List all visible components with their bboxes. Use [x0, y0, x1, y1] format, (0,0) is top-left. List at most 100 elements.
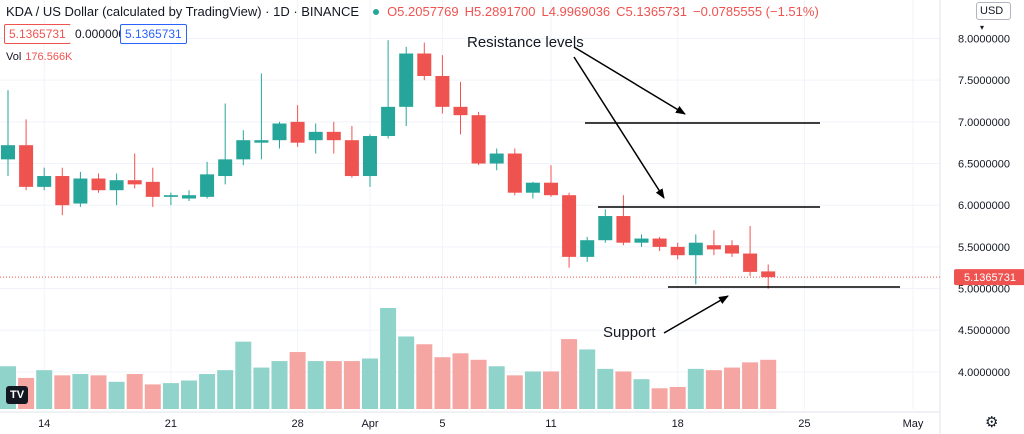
y-tick-label: 6.5000000: [958, 159, 1010, 171]
tradingview-logo-icon[interactable]: TV: [6, 386, 28, 404]
candle-body: [363, 136, 377, 177]
chevron-down-icon: ▾: [980, 23, 985, 32]
volume-legend: Vol 176.566K: [6, 51, 72, 63]
candle-body: [634, 238, 649, 243]
buy-price-box[interactable]: 5.1365731: [120, 24, 187, 44]
x-tick-label: Apr: [361, 418, 378, 430]
candle-body: [688, 242, 703, 256]
volume-bar: [126, 374, 143, 409]
candle-body: [1, 145, 15, 160]
candlesticks: [1, 40, 776, 289]
candle-body: [670, 246, 685, 256]
y-tick-label: 4.0000000: [958, 367, 1010, 379]
candle-body: [525, 182, 540, 193]
volume-bar: [615, 371, 632, 409]
volume-bar: [36, 370, 53, 409]
volume-bar: [271, 361, 288, 409]
volume-bar: [579, 349, 596, 409]
volume-bar: [199, 374, 216, 409]
candle-body: [109, 180, 124, 191]
x-tick-label: 21: [165, 418, 177, 430]
x-tick-label: 14: [38, 418, 50, 430]
volume-bar: [181, 380, 197, 409]
y-tick-label: 7.5000000: [958, 75, 1010, 87]
candle-body: [19, 145, 34, 187]
volume-bar: [253, 367, 270, 409]
volume-bar: [217, 370, 234, 409]
support-arrow: [663, 295, 729, 334]
candle-body: [344, 140, 359, 177]
y-tick-label: 6.0000000: [958, 200, 1010, 212]
volume-bar: [742, 362, 759, 409]
candle-body: [381, 106, 396, 137]
candle-body: [163, 195, 178, 197]
volume-bar: [724, 367, 740, 409]
resistance-arrow-upper: [573, 46, 686, 115]
volume-bar: [506, 375, 523, 409]
candle-body: [127, 180, 142, 185]
x-tick-label: May: [903, 418, 924, 430]
candle-body: [471, 115, 486, 164]
sell-price-box[interactable]: 5.1365731: [4, 24, 71, 44]
volume-bar: [760, 359, 777, 409]
volume-bar: [434, 357, 451, 409]
candle-body: [562, 195, 577, 257]
candle-body: [598, 216, 613, 241]
volume-bar: [669, 386, 686, 409]
candle-body: [254, 140, 269, 143]
candle-body: [489, 153, 504, 164]
volume-bar: [524, 371, 541, 409]
volume-bar: [398, 336, 415, 409]
candle-body: [37, 176, 52, 187]
x-tick-label: 25: [798, 418, 810, 430]
volume-bar: [452, 353, 469, 409]
volume-bar: [325, 361, 342, 409]
candle-body: [182, 195, 196, 199]
volume-bars: [0, 308, 777, 409]
support-annotation: Support: [603, 324, 656, 341]
volume-bar: [72, 374, 89, 409]
candle-body: [544, 182, 558, 196]
candle-body: [272, 123, 287, 141]
volume-bar: [561, 339, 578, 409]
currency-select[interactable]: USD ▾: [976, 2, 1011, 32]
gear-icon[interactable]: ⚙: [985, 414, 999, 431]
volume-bar: [633, 379, 650, 409]
x-tick-label: 11: [545, 418, 556, 430]
candle-body: [453, 106, 468, 116]
time-axis: 14 21 28 Apr 5 11 18 25 May: [0, 411, 940, 430]
y-tick-label: 5.5000000: [958, 242, 1010, 254]
x-tick-label: 5: [439, 418, 445, 430]
volume-bar: [416, 344, 433, 409]
symbol-header: KDA / US Dollar (calculated by TradingVi…: [6, 4, 825, 19]
y-tick-label: 8.0000000: [958, 34, 1010, 46]
volume-bar: [470, 359, 487, 409]
volume-bar: [488, 366, 505, 409]
candle-body: [616, 216, 631, 243]
volume-bar: [687, 368, 704, 409]
y-tick-label: 4.5000000: [958, 325, 1010, 337]
y-tick-label: 5.0000000: [958, 284, 1010, 296]
candle-body: [91, 178, 106, 191]
ohlc-high: H5.2891700: [464, 4, 536, 19]
ohlc-open: O5.2057769: [387, 4, 459, 19]
candle-body: [652, 238, 667, 247]
volume-bar: [235, 341, 252, 409]
candle-body: [218, 159, 233, 177]
candle-body: [435, 76, 450, 107]
candle-body: [326, 131, 341, 141]
ohlc-low: L4.9969036: [541, 4, 611, 19]
candle-body: [290, 121, 305, 143]
volume-bar: [289, 352, 306, 409]
volume-bar: [651, 388, 668, 409]
candle-body: [145, 181, 160, 197]
symbol-title[interactable]: KDA / US Dollar (calculated by TradingVi…: [6, 4, 360, 19]
volume-bar: [543, 371, 559, 409]
volume-bar: [380, 308, 397, 409]
candle-body: [399, 53, 414, 107]
candle-body: [55, 176, 70, 206]
candle-body: [308, 131, 323, 141]
candle-body: [743, 253, 758, 272]
